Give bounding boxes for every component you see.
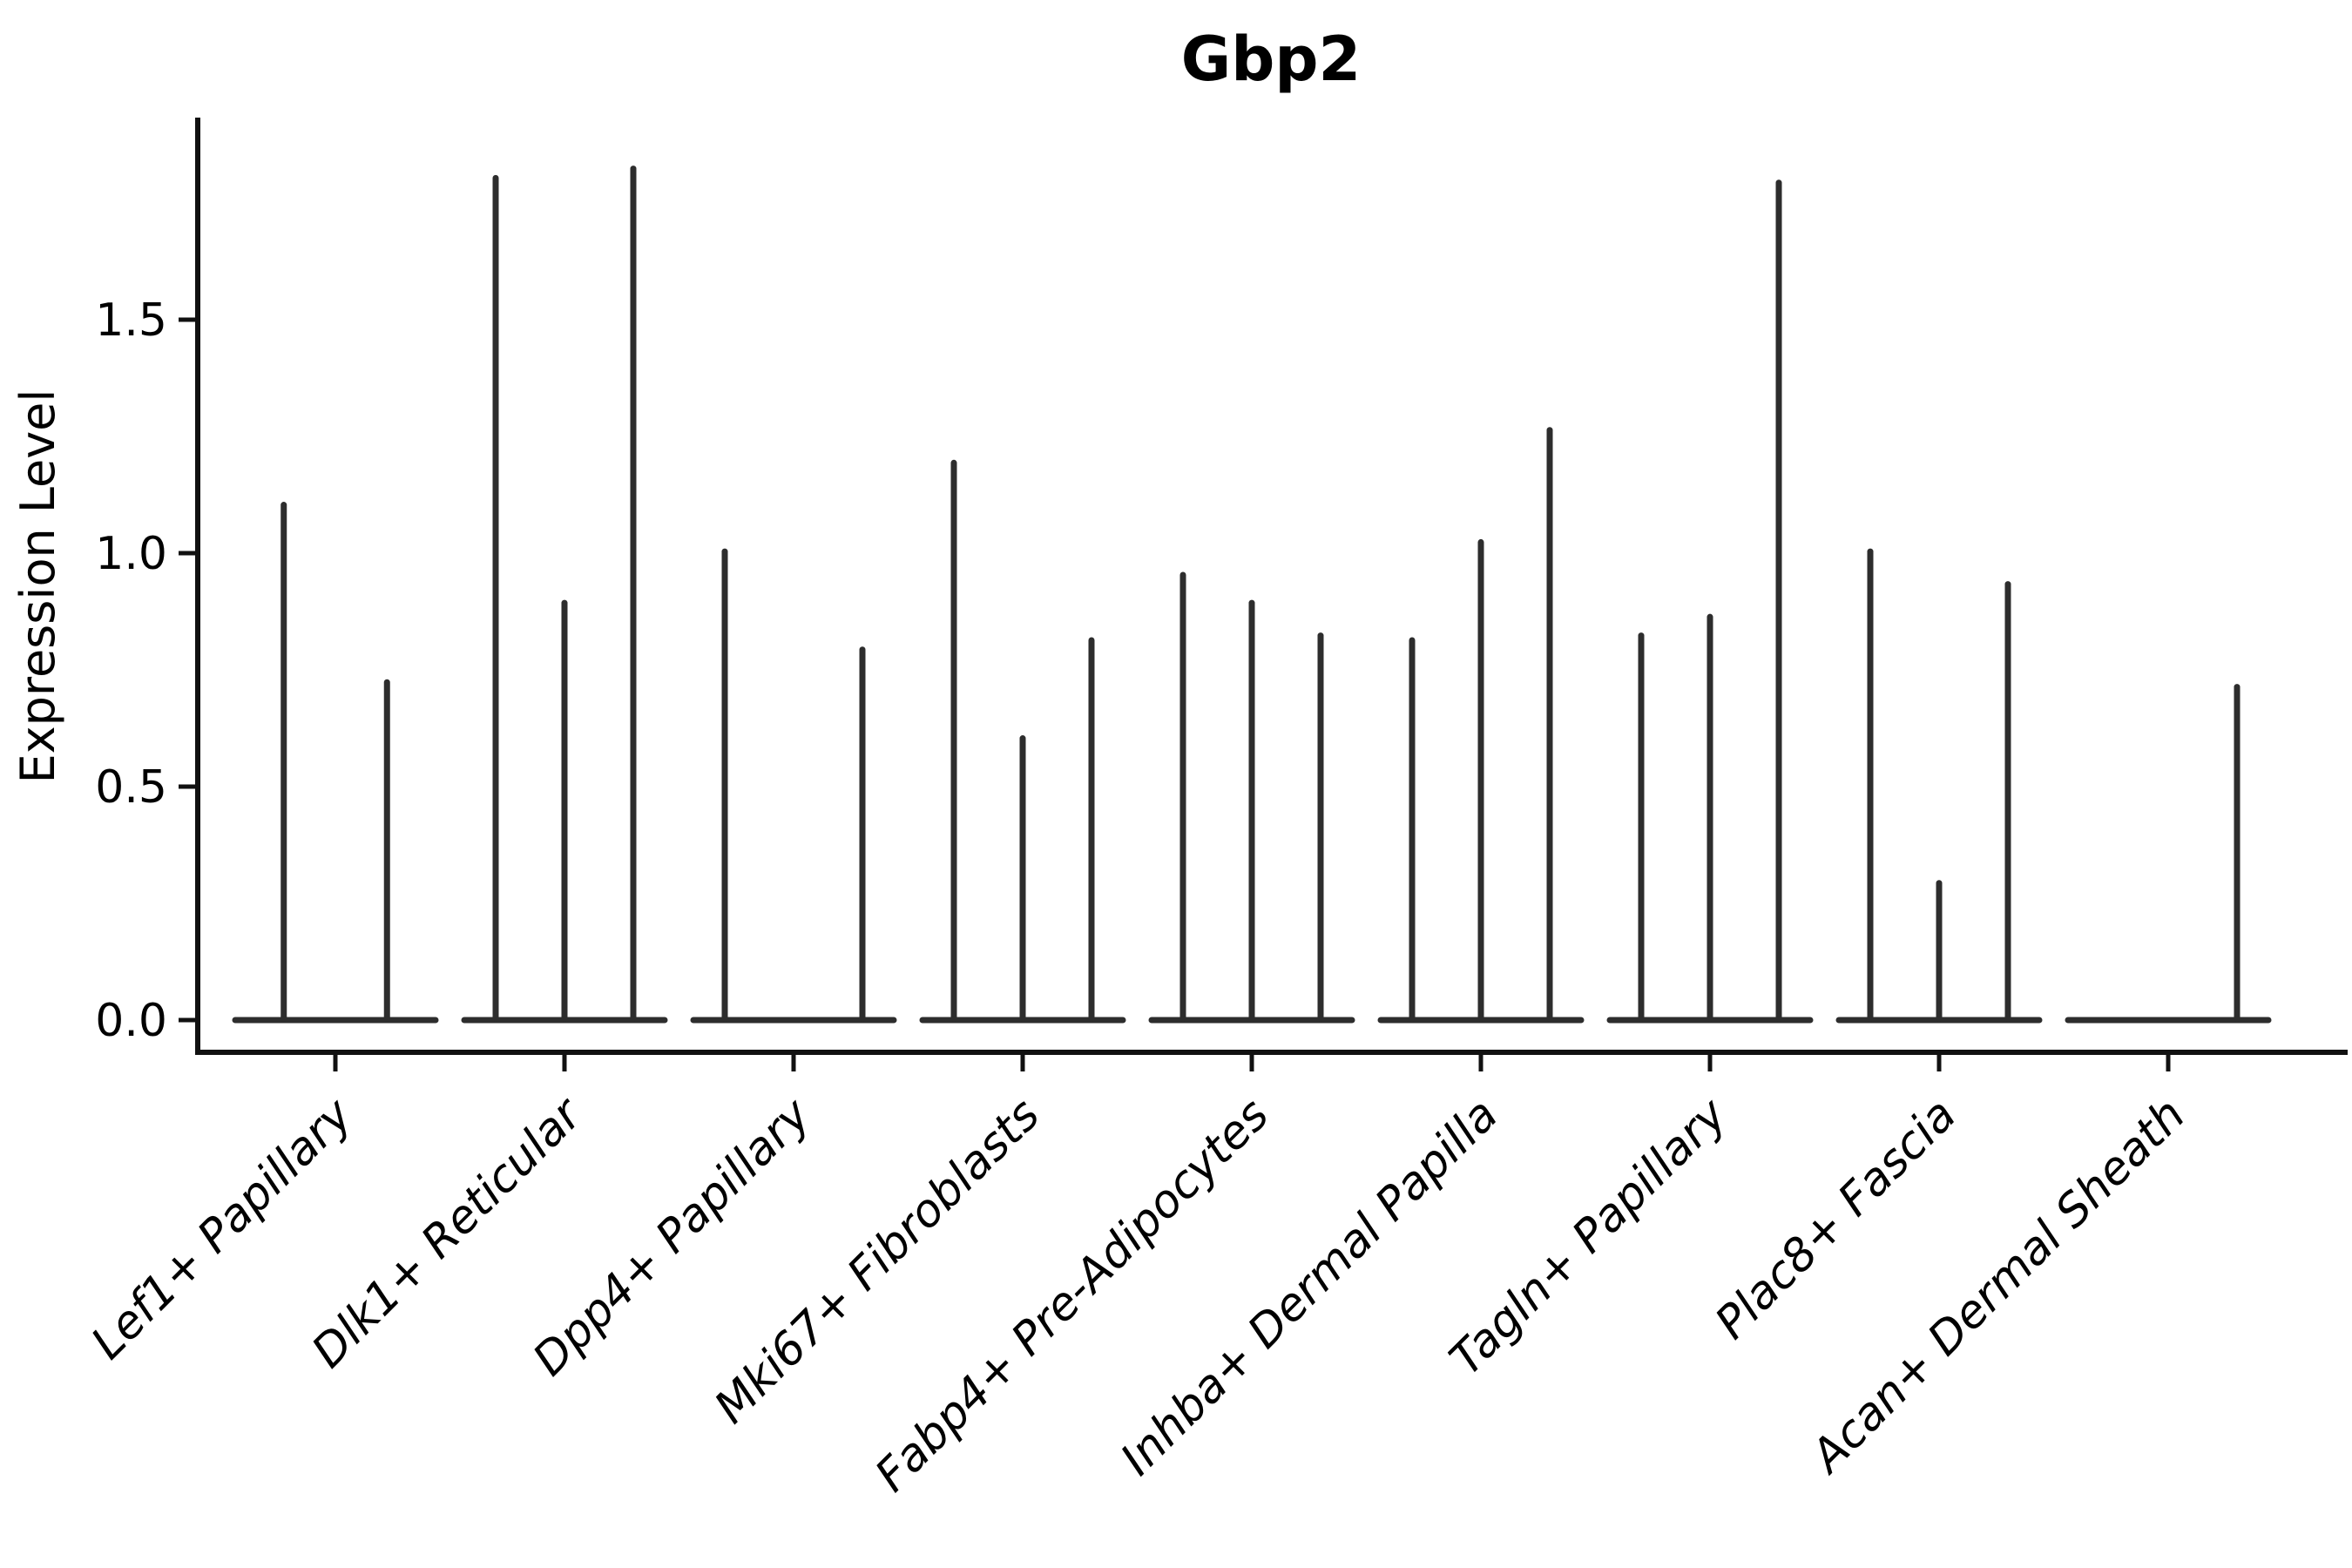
violin-spike [859, 646, 866, 1022]
violin-spike [1317, 632, 1324, 1022]
violin-spike [280, 502, 287, 1022]
y-tick-label: 1.5 [95, 294, 167, 347]
x-tick-label: Fabp4+ Pre-Adipocytes [866, 1089, 1280, 1503]
violin-spike [1546, 427, 1553, 1022]
violin-spike [950, 459, 957, 1022]
violin-spike [630, 166, 637, 1022]
violin-spike [2234, 684, 2240, 1022]
violin-spike [1707, 613, 1713, 1022]
violin-spike [1409, 637, 1416, 1022]
violin-spike [1179, 571, 1186, 1022]
chart-title: Gbp2 [1181, 24, 1361, 95]
violin-spike [492, 174, 499, 1023]
y-tick-label: 0.0 [95, 995, 167, 1047]
violin-spike [1936, 880, 1943, 1022]
y-tick-label: 0.5 [95, 761, 167, 814]
x-tick-label: Acan+ Dermal Sheath [1800, 1089, 2195, 1484]
x-tick-label: Plac8+ Fascia [1706, 1089, 1966, 1349]
violin-spike [721, 548, 728, 1022]
violins-layer [232, 166, 2272, 1024]
violin-spike [1477, 538, 1484, 1022]
y-axis-label: Expression Level [10, 389, 65, 784]
violin-spike [1638, 632, 1645, 1022]
violin-baseline [232, 1017, 439, 1024]
violin-spike [1088, 637, 1095, 1022]
violin-spike [1019, 735, 1026, 1022]
violin-baseline [2065, 1017, 2272, 1024]
violin-baseline [690, 1017, 897, 1024]
x-tick-label: Inhba+ Dermal Papilla [1111, 1089, 1508, 1486]
violin-spike [1867, 548, 1874, 1022]
violin-spike [561, 599, 568, 1022]
y-tick-label: 1.0 [95, 528, 167, 580]
violin-spike [1775, 179, 1782, 1022]
violin-spike [2004, 581, 2011, 1022]
violin-spike [383, 679, 390, 1022]
violin-spike [1248, 599, 1255, 1022]
